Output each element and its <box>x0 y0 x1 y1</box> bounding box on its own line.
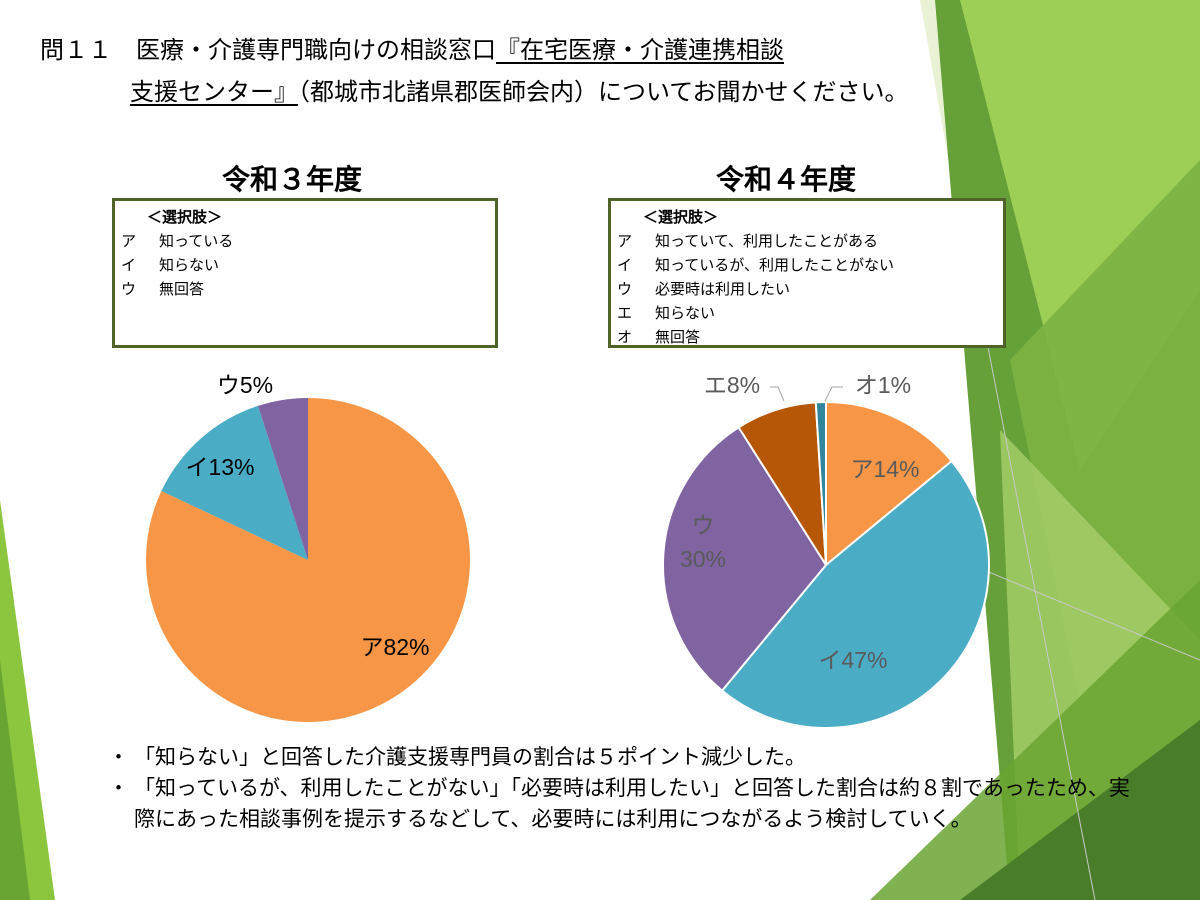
legend-text: 知らない <box>159 256 220 274</box>
data-label-オ: オ1% <box>855 372 911 398</box>
center-name-part-1: 『在宅医療・介護連携相談 <box>496 36 784 64</box>
legend-item: オ 無回答 <box>617 325 997 346</box>
data-label-ウ: ウ 30% <box>680 512 726 572</box>
options-legend-r3: ＜選択肢＞ ア 知っている イ 知らない ウ 無回答 <box>112 198 498 348</box>
legend-text: 無回答 <box>159 280 205 298</box>
data-label-エ: エ8% <box>704 372 760 398</box>
decor-facet <box>0 660 30 900</box>
legend-text: 知っている <box>159 232 234 250</box>
question-title-line-1: 問１１ 医療・介護専門職向けの相談窓口『在宅医療・介護連携相談 <box>40 32 784 68</box>
pie-slice-イ <box>720 459 990 729</box>
leader-line <box>770 386 785 402</box>
legend-key: ウ <box>617 280 633 298</box>
center-name-part-2: 支援センター』 <box>130 78 298 106</box>
question-title-line-2: 支援センター』（都城市北諸県郡医師会内）についてお聞かせください。 <box>130 74 909 110</box>
legend-header: ＜選択肢＞ <box>147 208 223 226</box>
legend-key: イ <box>121 256 137 274</box>
note-item: 「知らない」と回答した介護支援専門員の割合は５ポイント減少した。 <box>108 742 1132 773</box>
question-title-text: 問１１ 医療・介護専門職向けの相談窓口 <box>40 36 496 64</box>
legend-item: エ 知らない <box>617 301 997 325</box>
legend-key: イ <box>617 256 633 274</box>
pie-chart-r4: ア14% イ47% ウ 30% エ8% オ1% <box>662 372 990 729</box>
legend-header: ＜選択肢＞ <box>643 208 719 226</box>
legend-text: 知っているが、利用したことがない <box>655 256 894 274</box>
legend-item: ウ 無回答 <box>121 277 489 301</box>
legend-key: ウ <box>121 280 137 298</box>
pie-slice-オ <box>814 400 827 566</box>
legend-item: ア 知っている <box>121 229 489 253</box>
options-legend-r4: ＜選択肢＞ ア 知っていて、利用したことがある イ 知っているが、利用したことがない… <box>608 198 1006 348</box>
legend-text: 知らない <box>655 304 716 322</box>
legend-item: イ 知らない <box>121 253 489 277</box>
pie-slice-ア <box>146 398 471 722</box>
pie-slice-ウ <box>257 398 308 560</box>
legend-key: ア <box>617 232 633 250</box>
findings-notes: 「知らない」と回答した介護支援専門員の割合は５ポイント減少した。 「知っているが… <box>108 742 1132 835</box>
legend-item: ウ 必要時は利用したい <box>617 277 997 301</box>
chart-heading-r4: 令和４年度 <box>716 163 857 196</box>
data-label-ア: ア82% <box>360 634 429 660</box>
chart-heading-r3: 令和３年度 <box>222 163 363 196</box>
legend-key: エ <box>617 304 633 322</box>
data-label-イ: イ47% <box>818 647 887 673</box>
note-item: 「知っているが、利用したことがない」「必要時は利用したい」と回答した割合は約８割… <box>108 773 1132 835</box>
legend-item: ア 知っていて、利用したことがある <box>617 229 997 253</box>
pie-slice-イ <box>161 405 308 560</box>
pie-slice-ウ <box>662 425 828 692</box>
question-title-suffix: （都城市北諸県郡医師会内）についてお聞かせください。 <box>298 78 909 106</box>
pie-slice-ア <box>825 400 953 568</box>
data-label-ウ: ウ5% <box>217 372 273 398</box>
legend-text: 必要時は利用したい <box>655 280 791 298</box>
legend-key: ア <box>121 232 137 250</box>
pie-chart-r3: ア82% イ13% ウ5% <box>146 372 471 722</box>
data-label-ア: ア14% <box>850 456 919 482</box>
legend-key: オ <box>617 328 633 346</box>
data-label-イ: イ13% <box>185 454 254 480</box>
legend-text: 知っていて、利用したことがある <box>655 232 879 250</box>
leader-line <box>824 386 843 402</box>
legend-item: イ 知っているが、利用したことがない <box>617 253 997 277</box>
decor-line <box>959 559 1200 661</box>
legend-text: 無回答 <box>655 328 701 346</box>
